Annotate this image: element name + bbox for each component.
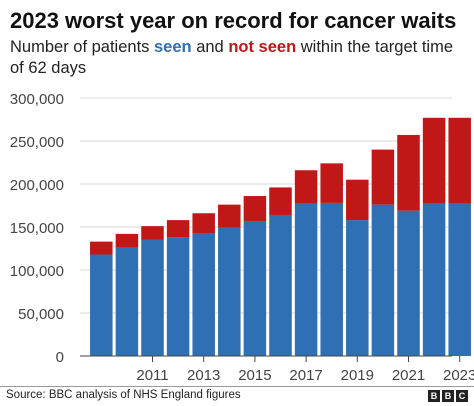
bar-not-seen	[320, 163, 343, 203]
y-tick-label: 300,000	[10, 91, 64, 108]
y-tick-label: 50,000	[18, 306, 64, 323]
bar-not-seen	[218, 204, 241, 228]
bar-not-seen	[371, 149, 395, 205]
source-note: Source: BBC analysis of NHS England figu…	[6, 389, 241, 401]
logo-letter: C	[456, 390, 468, 402]
y-tick-label: 200,000	[10, 177, 64, 194]
bar-not-seen	[141, 226, 164, 240]
x-tick-label: 2013	[187, 367, 220, 384]
bar-seen	[320, 202, 343, 356]
bar-not-seen	[294, 170, 318, 204]
x-tick-label: 2011	[136, 367, 168, 384]
y-tick-label: 0	[56, 349, 64, 366]
bar-not-seen	[243, 196, 267, 221]
subtitle-text-3: within the target time of 62 days	[10, 38, 453, 77]
x-tick-label: 2017	[289, 367, 322, 384]
bar-seen	[346, 220, 369, 356]
bar-seen	[192, 233, 215, 356]
bar-seen	[448, 203, 471, 356]
subtitle-seen-label: seen	[154, 38, 192, 56]
x-tick-label: 2015	[238, 367, 271, 384]
bars	[90, 117, 471, 356]
stacked-bar-chart: 0 50,000 100,000 150,000 200,000 250,000 300,0…	[10, 91, 474, 384]
bar-seen	[141, 239, 164, 356]
logo-letter: B	[442, 390, 454, 402]
y-tick-label: 250,000	[10, 134, 64, 151]
bar-seen	[397, 210, 420, 356]
bar-not-seen	[422, 117, 446, 204]
x-tick-label: 2021	[392, 367, 425, 384]
bar-not-seen	[90, 241, 113, 255]
bar-not-seen	[115, 233, 139, 248]
bar-seen	[115, 247, 139, 356]
bar-seen	[371, 204, 395, 356]
y-tick-label: 150,000	[10, 220, 64, 237]
bar-seen	[422, 203, 446, 356]
subtitle-text-1: Number of patients	[10, 38, 154, 56]
bar-not-seen	[192, 213, 215, 234]
bbc-logo: B B C	[428, 390, 468, 402]
bar-not-seen	[346, 179, 369, 221]
x-tick-label: 2023	[443, 367, 474, 384]
chart-title: 2023 worst year on record for cancer wai…	[10, 8, 457, 33]
chart-subtitle: Number of patients seen and not seen wit…	[10, 37, 460, 79]
subtitle-not-seen-label: not seen	[228, 38, 297, 56]
footer-divider	[0, 386, 474, 387]
x-tick-label: 2019	[341, 367, 374, 384]
bar-seen	[243, 220, 267, 356]
bar-not-seen	[397, 134, 420, 211]
bar-seen	[269, 214, 292, 356]
logo-letter: B	[428, 390, 440, 402]
subtitle-text-2: and	[191, 38, 229, 56]
bar-seen	[166, 237, 190, 356]
axes: 0 50,000 100,000 150,000 200,000 250,000 300,0…	[10, 91, 474, 384]
bar-not-seen	[448, 117, 471, 204]
bar-seen	[90, 254, 113, 356]
bar-not-seen	[166, 220, 190, 238]
bar-seen	[218, 227, 241, 356]
bar-seen	[294, 203, 318, 356]
bar-not-seen	[269, 187, 292, 215]
y-tick-label: 100,000	[10, 263, 64, 280]
